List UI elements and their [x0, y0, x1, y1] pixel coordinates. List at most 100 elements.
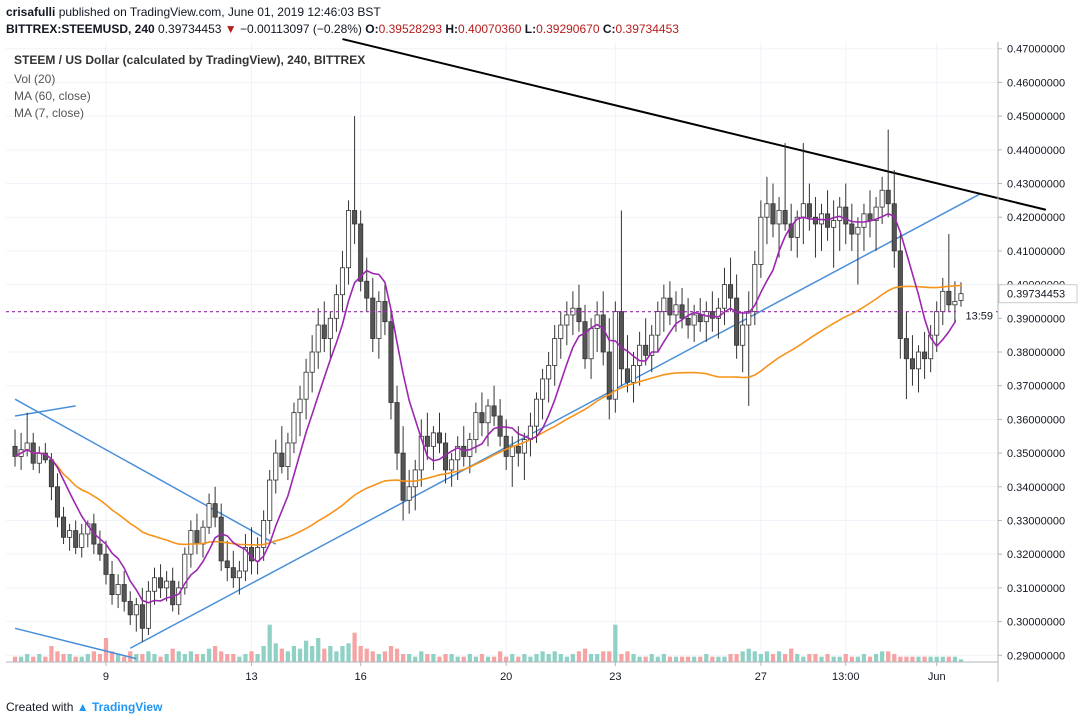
- volume-bar: [188, 651, 194, 662]
- candle-body: [576, 307, 582, 323]
- candle-body: [339, 267, 345, 296]
- candle-body: [327, 317, 333, 339]
- volume-bar: [813, 654, 818, 662]
- volume-bar: [595, 654, 600, 662]
- candle-body: [182, 553, 188, 589]
- volume-bar: [734, 654, 739, 662]
- candle-body: [309, 351, 315, 373]
- volume-bar: [479, 654, 485, 662]
- volume-bar: [12, 656, 18, 662]
- candle-body: [364, 280, 370, 299]
- candle-body: [267, 479, 273, 521]
- y-tick-label: 0.43000000: [1007, 179, 1065, 191]
- volume-bar: [164, 654, 169, 662]
- candle-body: [145, 590, 151, 629]
- volume-bar: [346, 643, 351, 662]
- volume-bar: [376, 654, 381, 662]
- volume-bar: [437, 656, 442, 662]
- publish-info: published on TradingView.com, June 01, 2…: [58, 5, 381, 19]
- volume-bar: [249, 651, 254, 662]
- close-value: 0.39734453: [615, 22, 679, 36]
- author-name[interactable]: crisafulli: [6, 5, 56, 19]
- candle-body: [127, 600, 133, 616]
- candle-body: [206, 503, 212, 528]
- volume-bar: [79, 656, 84, 662]
- volume-bar: [461, 656, 466, 662]
- volume-bar: [667, 656, 673, 662]
- volume-bar: [504, 656, 509, 662]
- candle-body: [36, 452, 42, 464]
- candle-body: [109, 573, 115, 596]
- volume-bar: [407, 654, 412, 662]
- candles: [12, 116, 964, 642]
- candle-body: [897, 250, 903, 339]
- candle-body: [370, 297, 376, 339]
- volume-bar: [279, 648, 284, 662]
- candle-body: [606, 351, 612, 400]
- candle-body: [212, 503, 218, 518]
- last-price-value: 0.39734453: [158, 22, 222, 36]
- candle-body: [909, 358, 915, 370]
- volume-bar: [328, 646, 333, 662]
- candle-body: [831, 220, 837, 228]
- volume-bar: [740, 651, 745, 662]
- y-tick-label: 0.39000000: [1007, 313, 1065, 325]
- candle-body: [67, 530, 73, 538]
- volume-bar: [176, 651, 181, 662]
- candle-body: [521, 439, 527, 454]
- volume-bar: [115, 654, 121, 662]
- legend-ma7[interactable]: MA (7, close): [14, 106, 85, 120]
- volume-bar: [704, 654, 709, 662]
- candle-body: [412, 469, 418, 488]
- candle-body: [903, 338, 909, 360]
- volume-bar: [528, 656, 533, 662]
- volume-bar: [679, 656, 685, 662]
- candle-body: [333, 294, 339, 319]
- volume-bar: [213, 646, 218, 662]
- volume-bar: [898, 656, 903, 662]
- volume-bar: [425, 654, 430, 662]
- volume-bar: [516, 656, 521, 662]
- x-tick-label: 27: [755, 671, 767, 683]
- volume-bar: [880, 651, 885, 662]
- candle-body: [467, 439, 473, 457]
- candle-body: [455, 445, 461, 461]
- tradingview-logo-icon: ▲: [76, 700, 89, 714]
- y-tick-label: 0.46000000: [1007, 77, 1065, 89]
- candle-body: [48, 459, 54, 488]
- candle-body: [946, 290, 952, 306]
- legend-volume[interactable]: Vol (20): [14, 72, 56, 86]
- volume-bar: [776, 651, 782, 662]
- close-label: C:: [602, 22, 616, 36]
- volume-bar: [934, 656, 939, 662]
- volume-bar: [582, 648, 588, 662]
- candle-body: [752, 263, 758, 312]
- candle-body: [376, 301, 382, 339]
- tradingview-brand[interactable]: TradingView: [91, 700, 163, 714]
- volume-bar: [498, 651, 503, 662]
- y-tick-label: 0.41000000: [1007, 246, 1065, 258]
- candle-body: [546, 365, 552, 380]
- volume-bar: [534, 654, 539, 662]
- candle-body: [406, 486, 412, 501]
- volume-bar: [661, 654, 666, 662]
- legend-ma60[interactable]: MA (60, close): [14, 89, 91, 103]
- candle-body: [164, 580, 170, 589]
- candle-body: [121, 584, 127, 602]
- candle-body: [794, 216, 800, 238]
- candle-body: [734, 297, 740, 346]
- volume-bar: [291, 646, 297, 662]
- candle-body: [849, 223, 855, 235]
- volume-bar: [807, 654, 812, 662]
- volume-bar: [710, 656, 715, 662]
- candle-body: [388, 321, 394, 403]
- created-with-label: Created with: [6, 700, 74, 714]
- moving-averages: [14, 212, 962, 604]
- candle-body: [139, 604, 145, 629]
- volume-bar: [922, 656, 927, 662]
- x-tick-label: 23: [609, 671, 621, 683]
- candle-body: [158, 577, 164, 589]
- candle-body: [170, 580, 176, 606]
- volume-bar: [231, 654, 236, 662]
